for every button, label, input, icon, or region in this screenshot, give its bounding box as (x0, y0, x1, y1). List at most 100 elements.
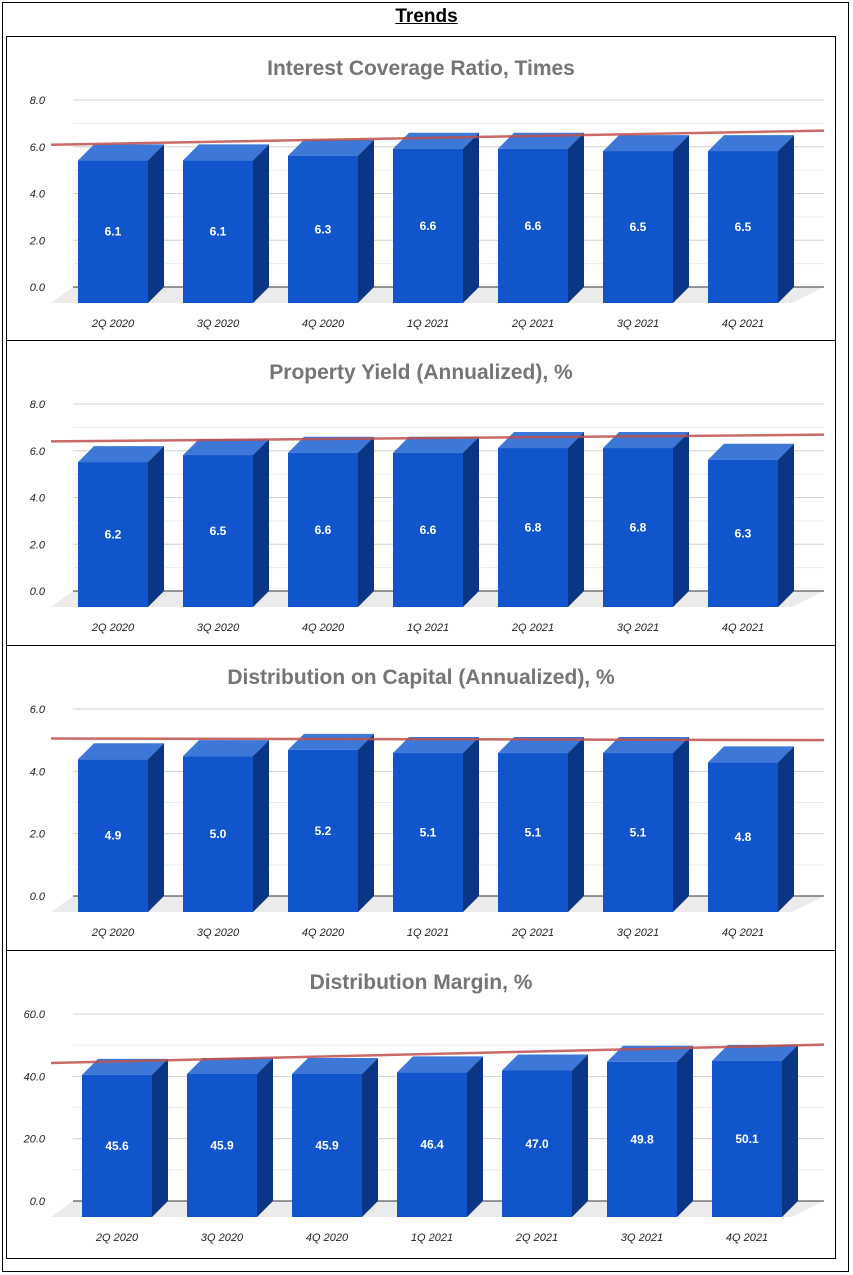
bar-value-label: 6.6 (420, 219, 437, 233)
y-tick-label: 20.0 (23, 1134, 46, 1146)
bar-side (362, 1057, 378, 1217)
bar-top (78, 446, 164, 463)
x-tick-label: 3Q 2020 (201, 1232, 244, 1244)
y-tick-label: 2.0 (29, 235, 46, 247)
bar (393, 148, 463, 303)
bar-side (358, 436, 374, 607)
y-tick-label: 0.0 (30, 586, 46, 598)
x-tick-label: 4Q 2021 (726, 1232, 768, 1244)
y-tick-label: 0.0 (30, 1196, 46, 1208)
bar (393, 753, 463, 912)
chart-svg: Distribution Margin, % 0.0 20.0 40.0 60.0 45.… (23, 971, 825, 1244)
bar-side (152, 1058, 168, 1217)
bar-top (292, 1057, 378, 1074)
bar-side (253, 439, 269, 607)
y-tick-label: 4.0 (30, 493, 46, 505)
chart-title: Property Yield (Annualized), % (269, 361, 573, 384)
bar-top (393, 737, 479, 754)
bar (288, 452, 358, 607)
bar (708, 151, 778, 303)
x-tick-label: 2Q 2021 (511, 927, 554, 939)
x-tick-label: 3Q 2020 (197, 927, 240, 939)
bar-value-label: 45.9 (315, 1138, 339, 1152)
bar-value-label: 45.9 (210, 1138, 234, 1152)
bar-top (183, 439, 269, 456)
chart-title: Distribution Margin, % (310, 971, 533, 994)
x-tick-label: 1Q 2021 (407, 318, 449, 330)
x-tick-label: 4Q 2021 (722, 318, 764, 330)
bar-value-label: 50.1 (735, 1132, 759, 1146)
x-tick-label: 3Q 2021 (617, 622, 659, 634)
bar-top (603, 737, 689, 754)
bar-value-label: 6.2 (105, 528, 122, 542)
bar-value-label: 5.1 (420, 826, 437, 840)
bar-side (467, 1056, 483, 1217)
bar-value-label: 47.0 (525, 1137, 549, 1151)
bar (603, 753, 673, 912)
bar-value-label: 6.6 (420, 523, 437, 537)
bar-side (677, 1045, 693, 1217)
bar-top (708, 443, 794, 460)
bar (712, 1060, 782, 1217)
bar-value-label: 6.6 (525, 219, 542, 233)
bar-top (708, 746, 794, 763)
chart-panel-distribution-margin: Distribution Margin, % 0.0 20.0 40.0 60.0 45.… (6, 950, 836, 1259)
bar-top (288, 436, 374, 453)
bar-value-label: 5.1 (525, 826, 542, 840)
x-tick-label: 3Q 2021 (617, 927, 659, 939)
bar-side (253, 144, 269, 303)
bar (708, 762, 778, 912)
bar (498, 148, 568, 303)
bar (502, 1070, 572, 1217)
bar-value-label: 5.2 (315, 824, 332, 838)
chart-title: Interest Coverage Ratio, Times (267, 57, 575, 80)
bar-side (257, 1057, 273, 1217)
bar-side (148, 446, 164, 607)
bar-side (148, 144, 164, 303)
bar (288, 155, 358, 303)
bar-value-label: 5.0 (210, 827, 227, 841)
y-tick-label: 4.0 (30, 766, 46, 778)
y-tick-label: 0.0 (30, 282, 46, 294)
bar-top (502, 1054, 588, 1071)
x-tick-label: 2Q 2020 (95, 1232, 139, 1244)
bar-value-label: 4.8 (735, 830, 752, 844)
bar-value-label: 6.8 (525, 521, 542, 535)
y-tick-label: 4.0 (30, 189, 46, 201)
bar (708, 459, 778, 607)
bar (603, 448, 673, 607)
x-tick-label: 1Q 2021 (407, 622, 449, 634)
bar-side (568, 132, 584, 303)
bar-top (78, 743, 164, 760)
bar (78, 462, 148, 607)
bar-top (498, 737, 584, 754)
y-tick-label: 2.0 (29, 829, 46, 841)
y-tick-label: 6.0 (30, 142, 46, 154)
bar-top (603, 135, 689, 152)
bar (82, 1074, 152, 1217)
bar-value-label: 6.5 (735, 220, 752, 234)
bar-side (572, 1054, 588, 1217)
chart-svg: Distribution on Capital (Annualized), % 0… (29, 666, 825, 939)
x-tick-label: 4Q 2020 (306, 1232, 349, 1244)
bar-top (397, 1056, 483, 1073)
x-tick-label: 2Q 2020 (91, 927, 135, 939)
bar-value-label: 6.6 (315, 523, 332, 537)
page-title: Trends (395, 6, 458, 27)
x-tick-label: 3Q 2020 (197, 318, 240, 330)
bar-side (778, 443, 794, 607)
bar-top (183, 740, 269, 757)
x-tick-label: 4Q 2020 (302, 318, 345, 330)
bar-top (78, 144, 164, 161)
bar (393, 452, 463, 607)
bar (187, 1073, 257, 1217)
bar-value-label: 6.8 (630, 521, 647, 535)
bar-side (148, 743, 164, 912)
bar-side (782, 1044, 798, 1217)
y-tick-label: 60.0 (24, 1009, 46, 1021)
bar-top (393, 436, 479, 453)
bar-value-label: 6.1 (105, 225, 122, 239)
bar-top (708, 135, 794, 152)
